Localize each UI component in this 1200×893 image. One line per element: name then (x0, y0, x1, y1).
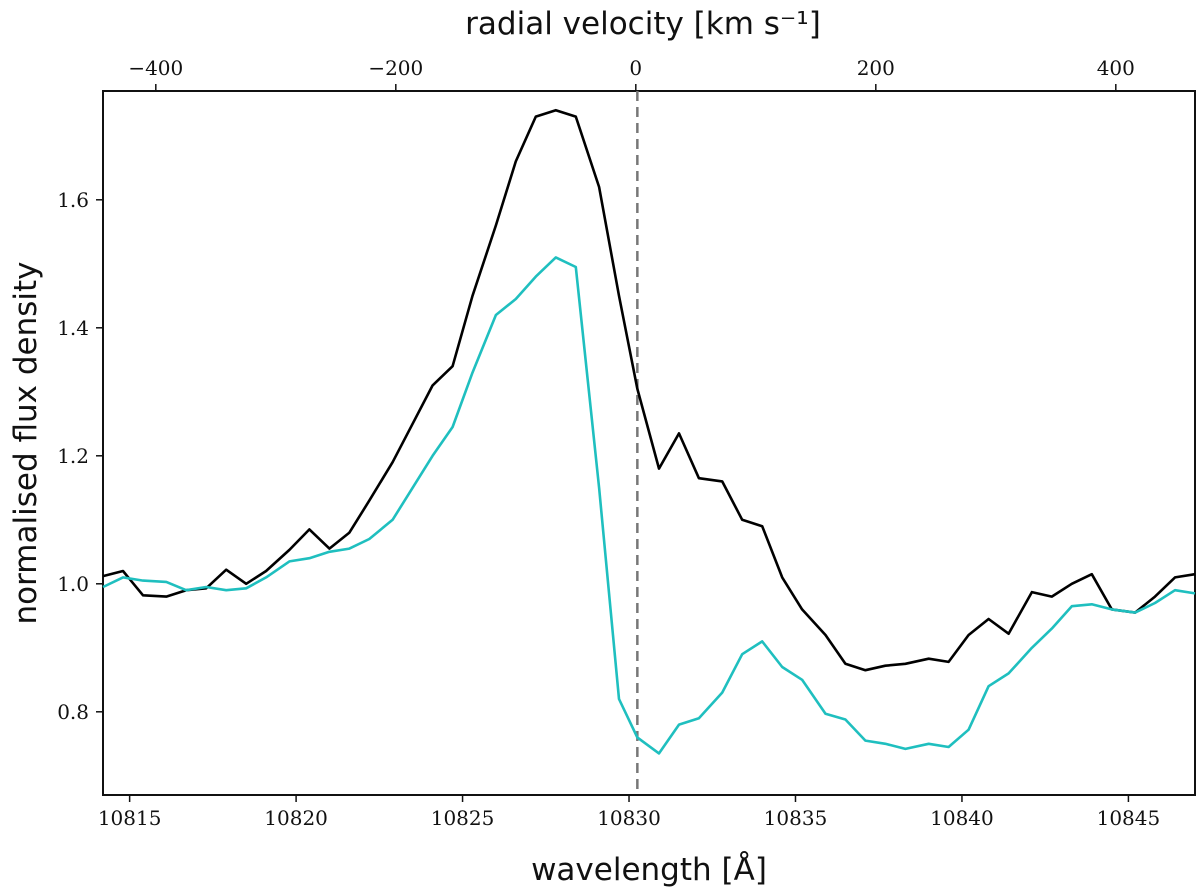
top-tick-label: 200 (857, 56, 895, 80)
bottom-axis-ticks: 10815 10820 10825 10830 10835 10840 10845 (98, 795, 1160, 830)
left-axis-ticks: 0.8 1.0 1.2 1.4 1.6 (57, 188, 103, 724)
y-tick-label: 0.8 (57, 700, 89, 724)
x-tick-label: 10835 (764, 806, 828, 830)
y-tick-label: 1.2 (57, 444, 89, 468)
x-axis-title: wavelength [Å] (531, 852, 767, 888)
top-tick-label: −400 (128, 56, 183, 80)
x-tick-label: 10825 (431, 806, 495, 830)
series-group (102, 108, 1196, 755)
x-tick-label: 10830 (597, 806, 661, 830)
series-line-cyan (102, 256, 1196, 755)
plot-frame (102, 90, 1196, 796)
top-tick-label: −200 (368, 56, 423, 80)
x-tick-label: 10815 (98, 806, 162, 830)
y-tick-label: 1.6 (57, 188, 89, 212)
y-tick-label: 1.4 (57, 316, 89, 340)
y-tick-label: 1.0 (57, 572, 89, 596)
x-tick-label: 10840 (930, 806, 994, 830)
x-tick-label: 10845 (1097, 806, 1161, 830)
series-line-black (102, 108, 1196, 672)
top-tick-label: 400 (1097, 56, 1135, 80)
y-axis-title: normalised flux density (8, 261, 44, 624)
top-axis-title: radial velocity [km s⁻¹] (465, 6, 821, 42)
top-axis-ticks: −400 −200 0 200 400 (128, 56, 1135, 91)
x-tick-label: 10820 (264, 806, 328, 830)
top-tick-label: 0 (629, 56, 642, 80)
